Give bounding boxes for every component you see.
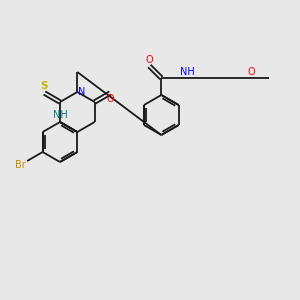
Text: NH: NH (180, 67, 195, 77)
Text: O: O (248, 67, 255, 77)
Text: O: O (146, 55, 153, 65)
Text: Br: Br (15, 160, 26, 170)
Text: O: O (106, 94, 114, 104)
Text: N: N (78, 87, 86, 97)
Text: S: S (41, 81, 48, 91)
Text: NH: NH (52, 110, 68, 120)
